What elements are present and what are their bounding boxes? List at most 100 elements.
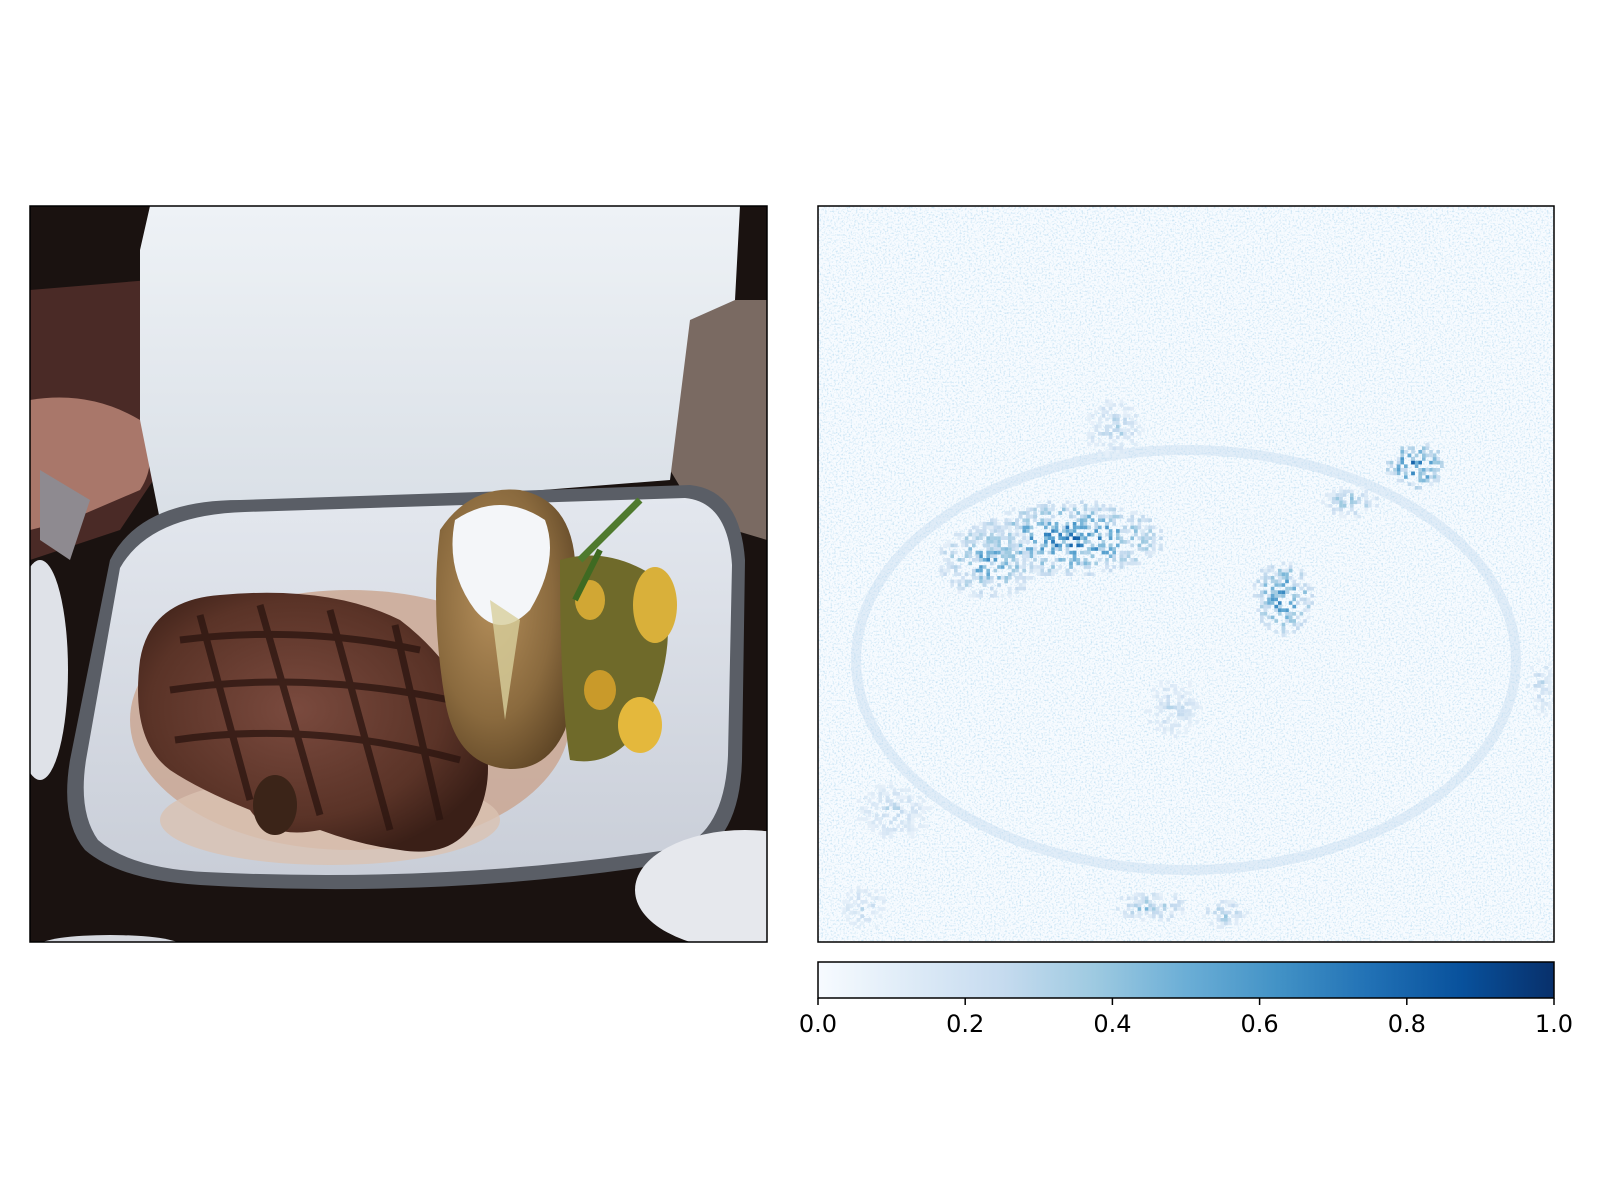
heatmap-cell: [1112, 453, 1116, 458]
heatmap-cell: [1108, 432, 1113, 436]
heatmap-cell: [1339, 514, 1343, 519]
heatmap-cell: [1015, 579, 1019, 584]
heatmap-cell: [943, 550, 947, 555]
heatmap-cell: [907, 831, 911, 836]
heatmap-cell: [853, 910, 857, 915]
heatmap-cell: [1332, 493, 1336, 497]
heatmap-cell: [1123, 428, 1127, 432]
heatmap-cell: [990, 540, 994, 544]
heatmap-cell: [1335, 493, 1340, 497]
heatmap-cell: [1119, 561, 1124, 566]
heatmap-cell: [1350, 496, 1354, 501]
heatmap-cell: [975, 525, 980, 530]
heatmap-cell: [1310, 594, 1314, 598]
heatmap-cell: [1044, 522, 1048, 526]
heatmap-cell: [1083, 511, 1088, 515]
heatmap-cell: [1080, 525, 1084, 530]
heatmap-cell: [1105, 428, 1109, 432]
heatmap-cell: [1033, 558, 1037, 562]
heatmap-cell: [1015, 586, 1019, 591]
heatmap-cell: [1018, 511, 1023, 515]
heatmap-cell: [1108, 442, 1113, 447]
heatmap-cell: [982, 532, 987, 537]
heatmap-cell: [997, 532, 1001, 537]
heatmap-cell: [1058, 536, 1062, 540]
heatmap-cell: [1029, 525, 1034, 530]
heatmap-cell: [1148, 536, 1152, 540]
heatmap-cell: [1414, 464, 1419, 468]
heatmap-cell: [964, 572, 969, 576]
heatmap-cell: [1425, 446, 1430, 450]
heatmap-cell: [1418, 471, 1422, 476]
heatmap-cell: [1098, 453, 1102, 458]
heatmap-cell: [1026, 547, 1030, 551]
heatmap-cell: [1029, 532, 1034, 537]
heatmap-cell: [1040, 507, 1044, 512]
heatmap-cell: [1083, 561, 1088, 566]
heatmap-cell: [1018, 565, 1023, 569]
heatmap-cell: [1123, 540, 1127, 544]
heatmap-cell: [1285, 615, 1289, 620]
heatmap-cell: [1076, 511, 1080, 515]
heatmap-cell: [1180, 709, 1185, 713]
heatmap-cell: [1310, 586, 1314, 591]
heatmap-cell: [1008, 565, 1012, 569]
heatmap-cell: [1015, 547, 1019, 551]
heatmap-cell: [846, 918, 850, 922]
heatmap-cell: [1162, 903, 1167, 908]
heatmap-cell: [1130, 511, 1134, 515]
heatmap-cell: [1159, 702, 1163, 706]
heatmap-cell: [1004, 561, 1008, 566]
colorbar: 0.0 0.2 0.4 0.6 0.8 1.0: [799, 961, 1573, 1038]
heatmap-cell: [1112, 446, 1116, 450]
heatmap-cell: [1274, 583, 1278, 587]
heatmap-cell: [1270, 579, 1275, 584]
heatmap-cell: [1540, 687, 1545, 692]
colorbar-tick-label: 0.2: [946, 1010, 984, 1038]
heatmap-cell: [968, 547, 972, 551]
heatmap-cell: [907, 824, 911, 828]
heatmap-cell: [1422, 450, 1426, 454]
heatmap-cell: [1404, 468, 1408, 472]
heatmap-cell: [1220, 910, 1224, 915]
heatmap-cell: [1152, 540, 1156, 544]
heatmap-cell: [1087, 540, 1091, 544]
heatmap-cell: [1152, 914, 1156, 918]
heatmap-cell: [1296, 626, 1300, 630]
heatmap-cell: [1436, 457, 1440, 461]
heatmap-cell: [860, 900, 864, 904]
heatmap-cell: [1144, 907, 1149, 911]
heatmap-cell: [1339, 493, 1343, 497]
heatmap-cell: [1548, 676, 1552, 681]
heatmap-cell: [1116, 907, 1120, 911]
heatmap-cell: [986, 543, 990, 548]
heatmap-cell: [993, 554, 998, 558]
heatmap-cell: [1173, 691, 1178, 695]
heatmap-cell: [1292, 583, 1296, 587]
heatmap-cell: [1148, 720, 1152, 724]
heatmap-cell: [1126, 914, 1131, 918]
heatmap-cell: [1173, 907, 1178, 911]
heatmap-cell: [1112, 522, 1116, 526]
heatmap-cell: [986, 558, 990, 562]
heatmap-cell: [1112, 565, 1116, 569]
heatmap-cell: [1015, 525, 1019, 530]
heatmap-cell: [1368, 500, 1372, 504]
heatmap-cell: [1054, 543, 1059, 548]
heatmap-cell: [1108, 446, 1113, 450]
heatmap-cell: [1296, 601, 1300, 605]
heatmap-cell: [1159, 680, 1163, 684]
heatmap-cell: [1436, 460, 1440, 465]
heatmap-cell: [1173, 734, 1178, 738]
heatmap-cell: [961, 540, 965, 544]
heatmap-cell: [1162, 694, 1167, 699]
heatmap-cell: [986, 522, 990, 526]
heatmap-cell: [1396, 457, 1401, 461]
heatmap-cell: [1004, 576, 1008, 580]
heatmap-cell: [1087, 532, 1091, 537]
heatmap-cell: [1004, 558, 1008, 562]
heatmap-cell: [1108, 532, 1113, 537]
heatmap-cell: [1105, 410, 1109, 414]
heatmap-cell: [1036, 522, 1041, 526]
heatmap-cell: [957, 579, 962, 584]
